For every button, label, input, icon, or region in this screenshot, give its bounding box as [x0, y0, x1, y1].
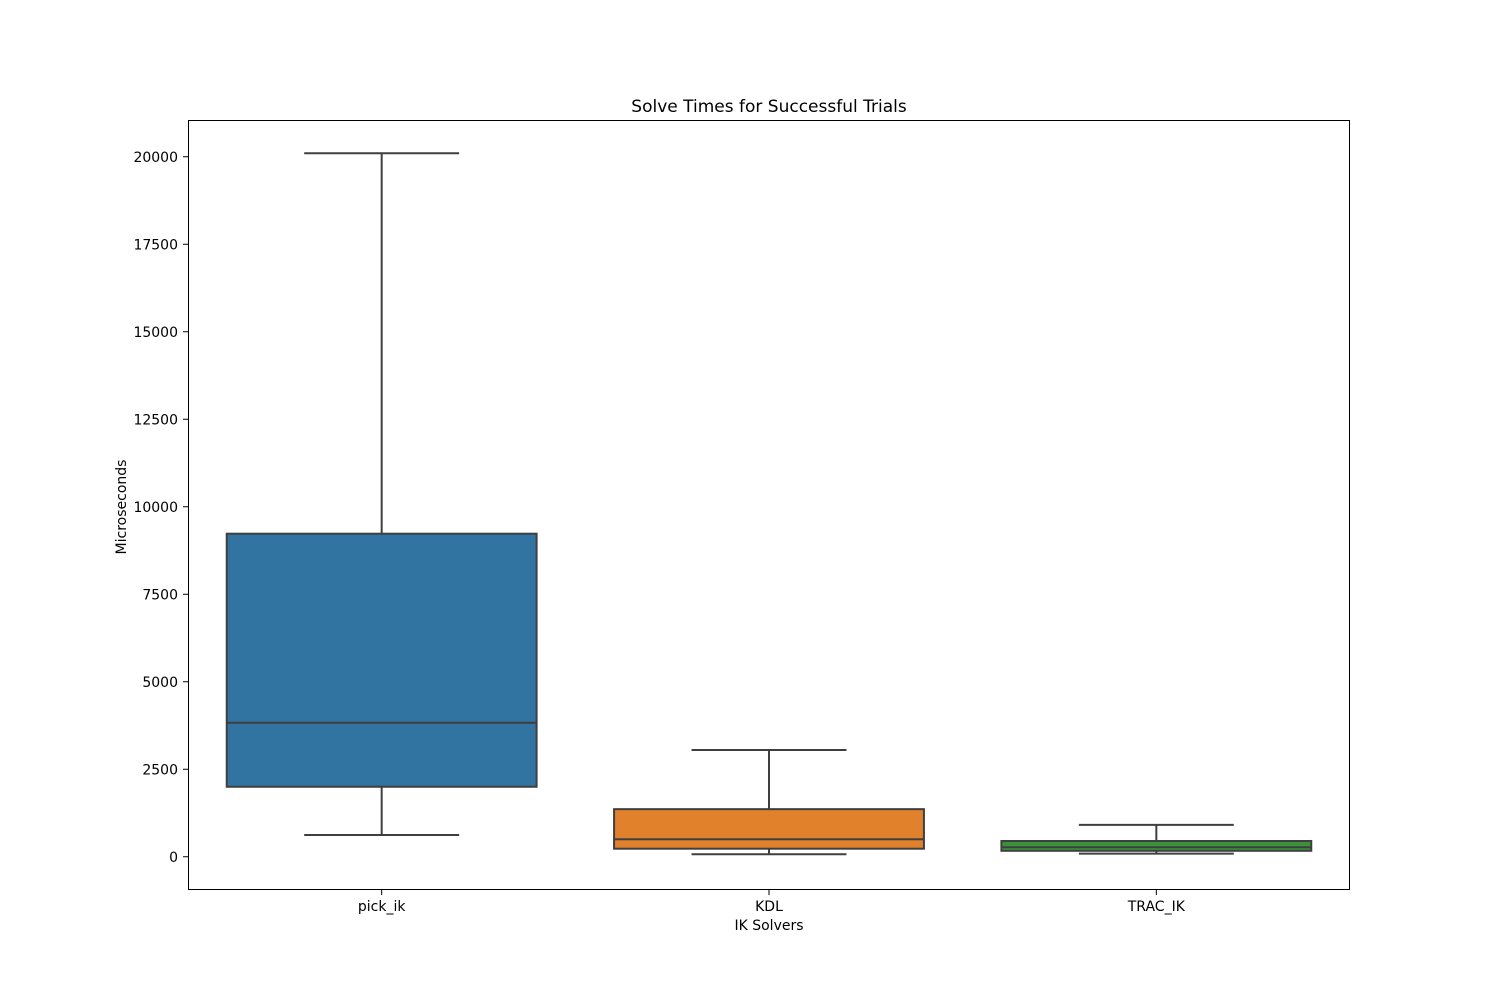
y-tick-label: 2500	[142, 762, 178, 778]
box-KDL	[613, 749, 925, 856]
iqr-box	[225, 532, 538, 788]
chart-title: Solve Times for Successful Trials	[631, 97, 907, 117]
y-tick-label: 7500	[142, 587, 178, 603]
y-axis-title: Microseconds	[114, 460, 130, 555]
box-TRAC_IK	[1000, 823, 1313, 855]
y-tick-label: 17500	[133, 237, 178, 253]
iqr-box	[1000, 840, 1313, 852]
plot-frame	[188, 120, 1350, 890]
x-axis-title: IK Solvers	[734, 918, 803, 934]
y-tick-label: 10000	[133, 500, 178, 516]
plot-area	[225, 152, 1313, 856]
x-axis: pick_ik KDL TRAC_IK	[358, 890, 1186, 915]
y-tick-label: 5000	[142, 675, 178, 691]
iqr-box	[613, 808, 925, 850]
y-tick-label: 20000	[133, 150, 178, 166]
x-tick-label: TRAC_IK	[1127, 899, 1186, 915]
y-tick-label: 15000	[133, 325, 178, 341]
x-tick-label: KDL	[755, 899, 783, 915]
y-tick-label: 0	[169, 850, 178, 866]
y-tick-label: 12500	[133, 412, 178, 428]
x-tick-label: pick_ik	[358, 899, 406, 915]
box-pick_ik	[225, 152, 538, 837]
y-axis: 0 2500 5000 7500 10000 12500 15000 17500 20000	[133, 150, 188, 866]
